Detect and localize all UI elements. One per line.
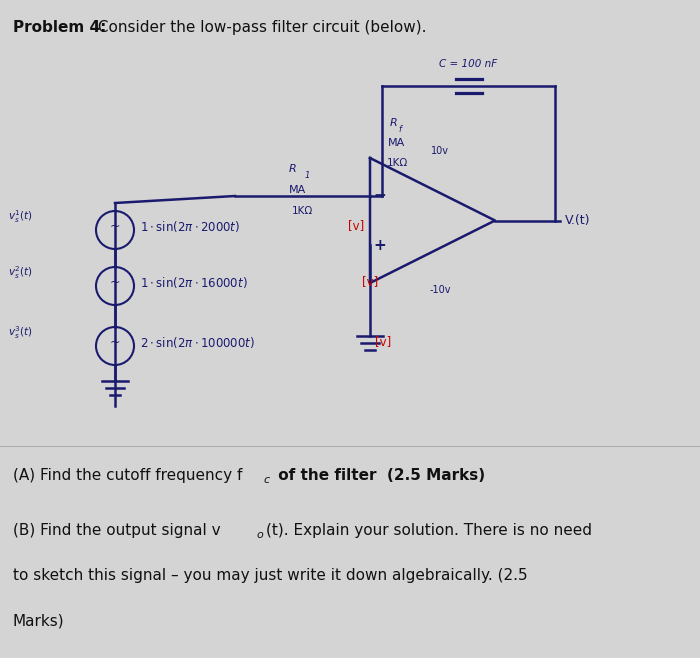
Text: (B) Find the output signal v: (B) Find the output signal v	[13, 523, 220, 538]
Text: Marks): Marks)	[13, 613, 64, 628]
Text: $1\cdot\sin(2\pi\cdot16000t)$: $1\cdot\sin(2\pi\cdot16000t)$	[140, 274, 248, 290]
Text: c: c	[263, 475, 269, 485]
Text: (t). Explain your solution. There is no need: (t). Explain your solution. There is no …	[266, 523, 592, 538]
Text: 1KΩ: 1KΩ	[292, 206, 313, 216]
Text: o: o	[256, 530, 262, 540]
Text: [v]: [v]	[348, 220, 364, 232]
Text: $v_s^2(t)$: $v_s^2(t)$	[8, 265, 33, 282]
Text: ~: ~	[110, 220, 120, 232]
Text: Consider the low-pass filter circuit (below).: Consider the low-pass filter circuit (be…	[93, 20, 426, 35]
Text: R: R	[390, 118, 398, 128]
Text: 1: 1	[304, 171, 310, 180]
Text: of the filter  (2.5 Marks): of the filter (2.5 Marks)	[273, 468, 485, 483]
Text: [v]: [v]	[375, 336, 391, 349]
Text: $2\cdot\sin(2\pi\cdot100000t)$: $2\cdot\sin(2\pi\cdot100000t)$	[140, 334, 255, 349]
Text: −: −	[374, 188, 386, 203]
Text: 10v: 10v	[431, 146, 449, 156]
Text: [v]: [v]	[362, 276, 378, 288]
Text: V.(t): V.(t)	[565, 214, 591, 227]
Text: ~: ~	[110, 336, 120, 349]
Text: -10v: -10v	[429, 285, 451, 295]
Text: $1\cdot\sin(2\pi\cdot2000t)$: $1\cdot\sin(2\pi\cdot2000t)$	[140, 218, 240, 234]
Text: MA: MA	[388, 138, 405, 148]
Text: C = 100 nF: C = 100 nF	[440, 59, 498, 69]
Text: MA: MA	[289, 185, 306, 195]
Text: ~: ~	[110, 276, 120, 288]
Text: $v_s^1(t)$: $v_s^1(t)$	[8, 209, 33, 226]
Text: +: +	[374, 238, 386, 253]
Text: to sketch this signal – you may just write it down algebraically. (2.5: to sketch this signal – you may just wri…	[13, 568, 528, 583]
Text: 1KΩ: 1KΩ	[387, 158, 408, 168]
Text: (A) Find the cutoff frequency f: (A) Find the cutoff frequency f	[13, 468, 242, 483]
Text: Problem 4:: Problem 4:	[13, 20, 106, 35]
Text: R: R	[288, 164, 296, 174]
Text: f: f	[398, 124, 401, 134]
Text: $v_s^3(t)$: $v_s^3(t)$	[8, 324, 33, 342]
